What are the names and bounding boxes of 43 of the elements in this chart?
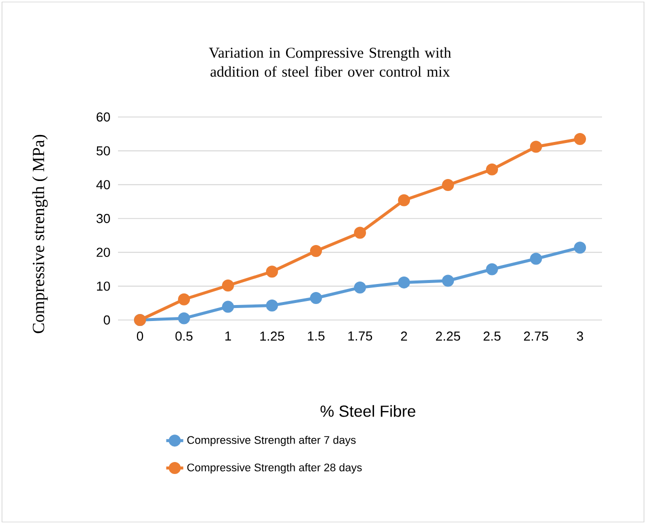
x-tick-label: 2.75 [524, 332, 548, 341]
y-tick-label: 40 [96, 180, 110, 190]
y-tick-label: 60 [96, 112, 110, 122]
x-tick-label: 1.5 [308, 332, 324, 341]
point [266, 266, 278, 278]
y-tick-label: 20 [96, 248, 110, 257]
x-tick-label: 2 [401, 332, 407, 341]
x-tick-label: 0.5 [175, 332, 192, 341]
point [266, 299, 278, 312]
point [442, 179, 454, 191]
point [442, 274, 454, 287]
x-tick-label: 2.5 [484, 332, 500, 341]
x-axis-title: % Steel Fibre [320, 405, 416, 417]
point [222, 279, 234, 292]
y-tick-label: 0 [104, 315, 110, 325]
y-axis-title: Compressive strength ( MPa) [32, 134, 48, 334]
point [530, 252, 542, 265]
point [354, 226, 366, 239]
point [354, 282, 366, 294]
legend-label: Compressive Strength after 28 days [187, 463, 362, 474]
x-tick-label: 3 [576, 332, 584, 341]
point [398, 194, 410, 206]
y-tick-label: 30 [96, 214, 110, 224]
point [178, 293, 190, 306]
point [530, 140, 542, 153]
point [178, 312, 190, 324]
y-tick-label: 10 [97, 282, 110, 291]
point [574, 242, 586, 254]
legend-label: Compressive Strength after 7 days [187, 436, 356, 446]
point [310, 244, 322, 257]
chart-title: Variation in Compressive Strength with addition of steel fiber over control mix [208, 47, 452, 77]
point [398, 276, 410, 288]
point [486, 163, 498, 176]
point [310, 292, 322, 304]
point [574, 132, 586, 145]
x-tick-label: 2.25 [436, 332, 460, 341]
x-tick-label: 0 [136, 332, 144, 341]
point [486, 263, 498, 276]
x-tick-label: 1.25 [260, 332, 284, 341]
point [222, 300, 234, 313]
x-tick-label: 1.75 [348, 332, 372, 341]
y-tick-label: 50 [96, 146, 110, 156]
x-tick-label: 1 [225, 332, 231, 340]
